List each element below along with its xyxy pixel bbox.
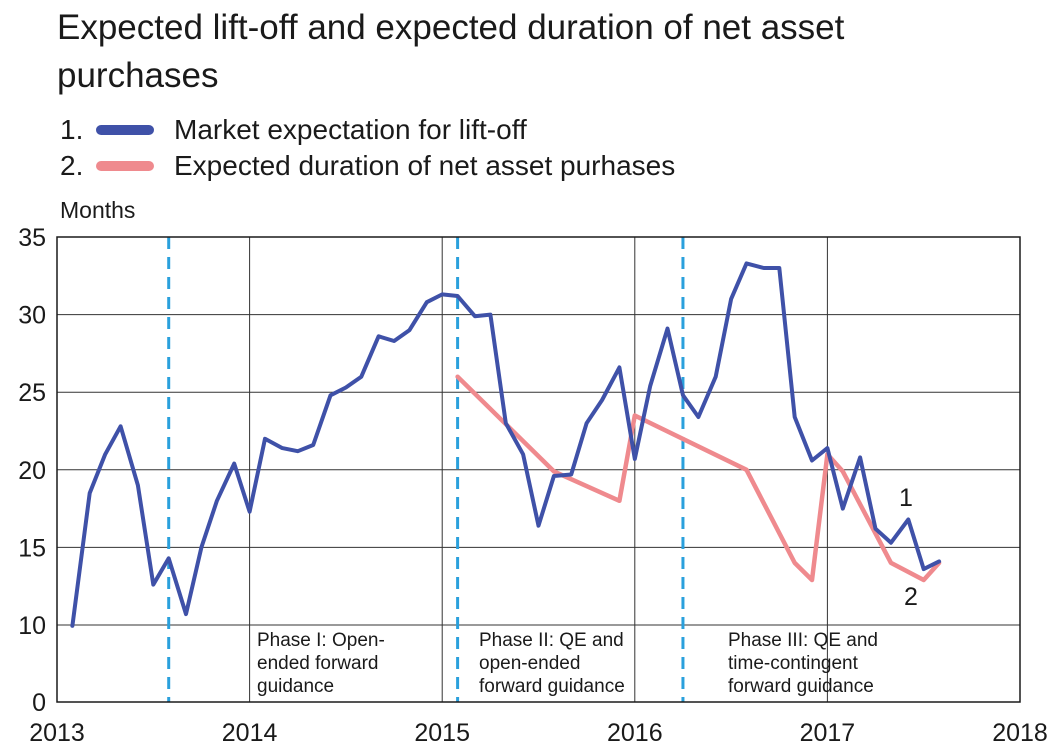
x-tick-label: 2014	[222, 719, 278, 747]
series-line-2	[455, 374, 942, 583]
phase2-label-line: forward guidance	[479, 676, 625, 697]
phase2-label-line: open-ended	[479, 653, 580, 674]
series-2-label: 2	[904, 583, 918, 611]
phase3-label-line: time-contingent	[728, 653, 859, 674]
legend-number-2: 2.	[60, 150, 84, 181]
plot-frame	[56, 236, 1021, 703]
y-axis-unit-label: Months	[60, 197, 136, 223]
series-1-label: 1	[899, 484, 913, 512]
legend-item-2: 2. Expected duration of net asset purhas…	[60, 148, 675, 184]
chart-title: Expected lift-off and expected duration …	[57, 8, 845, 95]
phase-divider-lines	[167, 237, 685, 702]
legend-swatch-2	[96, 161, 154, 171]
legend-label-2: Expected duration of net asset purhases	[174, 150, 676, 181]
phase3-label-line: forward guidance	[728, 676, 874, 697]
y-tick-label: 30	[18, 302, 46, 330]
x-tick-label: 2016	[607, 719, 663, 747]
y-tick-label: 20	[18, 457, 46, 485]
y-tick-label: 25	[18, 379, 46, 407]
phase1-label-line: Phase I: Open-	[257, 630, 385, 651]
legend-number-1: 1.	[60, 114, 84, 145]
x-tick-label: 2015	[414, 719, 470, 747]
legend: 1. Market expectation for lift-off 2. Ex…	[60, 112, 675, 184]
phase3-label-line: Phase III: QE and	[728, 630, 878, 651]
phase1-label-line: guidance	[257, 676, 334, 697]
tick-labels: 0 10 15 20 25 30 35 2013 2014 2015 2016 2017 2018	[18, 224, 1048, 747]
legend-swatch-1	[96, 125, 154, 135]
series-lines	[70, 261, 942, 628]
phase2-label-line: Phase II: QE and	[479, 630, 624, 651]
x-tick-label: 2013	[29, 719, 85, 747]
x-tick-label: 2017	[800, 719, 856, 747]
series-line-1	[70, 261, 942, 628]
legend-label-1: Market expectation for lift-off	[174, 114, 527, 145]
gridlines	[57, 237, 1020, 702]
y-tick-label: 15	[18, 534, 46, 562]
phase1-label-line: ended forward	[257, 653, 378, 674]
legend-item-1: 1. Market expectation for lift-off	[60, 112, 675, 148]
y-tick-label: 10	[18, 612, 46, 640]
y-tick-label: 0	[32, 689, 46, 717]
x-tick-label: 2018	[992, 719, 1048, 747]
y-tick-label: 35	[18, 224, 46, 252]
